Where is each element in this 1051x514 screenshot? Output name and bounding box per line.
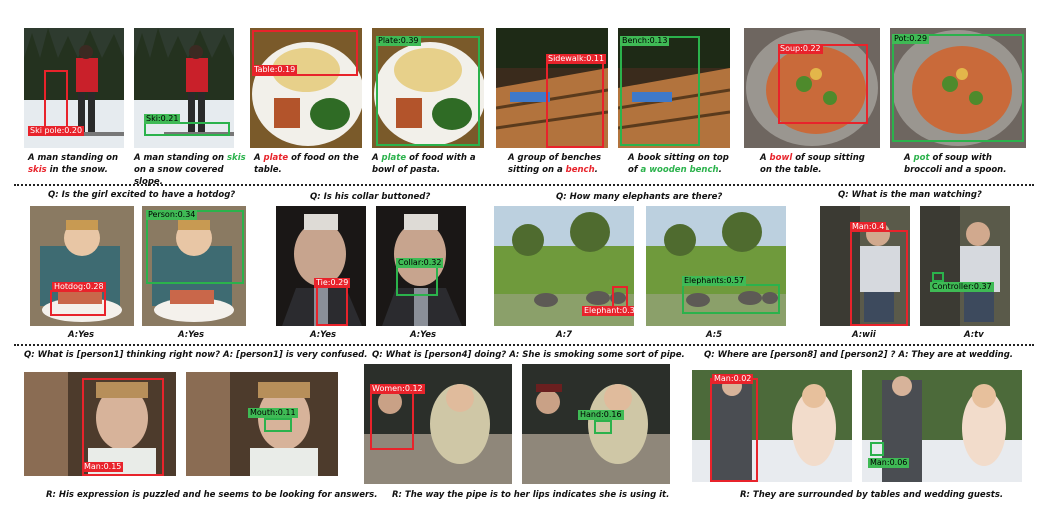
mouth-label: Mouth:0.11 [248,408,298,418]
photo-plate-2: Plate:0.39 [372,28,484,148]
collar-label: Collar:0.32 [396,258,444,268]
photo-confused-2: Mouth:0.11 [186,372,338,476]
photo-bench-1: Sidewalk:0.11 [496,28,608,148]
hotdog-label: Hotdog:0.28 [52,282,106,292]
caption-8: A pot of soup with broccoli and a spoon. [904,153,1007,175]
vqa-answer-3: A:Yes [310,330,337,340]
vqa-answer-7: A:wii [852,330,876,340]
photo-elephants-2: Elephants:0.57 [646,206,786,326]
ski-pole-label: Ski pole:0.20 [28,126,85,136]
photo-wii-1: Man:0.4 [820,206,910,326]
man-wii-label: Man:0.4 [850,222,887,232]
photo-hotdog-2: Person:0.34 [142,206,246,326]
mouth-box [264,418,292,432]
vqa-question-2: Q: Is his collar buttoned? [310,192,431,202]
caption-1: A man standing on skis in the snow. [28,153,119,175]
photo-elephants-1: Elephant:0.36 [494,206,634,326]
pot-box [892,34,1024,142]
vcr-reason-2: R: The way the pipe is to her lips indic… [392,490,670,500]
photo-wedding-1: Man:0.02 [692,370,852,482]
ski-box [144,122,230,136]
photo-pipe-1: Women:0.12 [364,364,512,484]
photo-skier-1: Ski pole:0.20 [24,28,124,148]
table-box [252,30,358,76]
caption-5: A group of benches sitting on a bench. [508,153,602,175]
plate-box [376,36,480,146]
controller-box [932,272,944,282]
plate-label: Plate:0.39 [376,36,421,46]
photo-confused-1: Man:0.15 [24,372,176,476]
man-wii-box [850,230,908,326]
vqa-answer-6: A:5 [706,330,723,340]
bench-label: Bench:0.13 [620,36,670,46]
hotdog-box [50,290,106,316]
photo-collar-1: Tie:0.29 [276,206,366,326]
vqa-answer-1: A:Yes [68,330,95,340]
photo-wedding-2: Man:0.06 [862,370,1022,482]
vqa-answer-2: A:Yes [178,330,205,340]
man-wedding-box [710,378,758,482]
man-wedding2-box [870,442,884,456]
photo-pipe-2: Hand:0.16 [522,364,670,484]
caption-7: A bowl of soup sitting on the table. [760,153,865,175]
caption-6: A book sitting on top of a wooden bench. [628,153,729,175]
vqa-answer-4: A:Yes [410,330,437,340]
soup-box [778,44,868,124]
caption-2: A man standing on skis on a snow covered… [134,153,246,187]
soup-label: Soup:0.22 [778,44,823,54]
pot-label: Pot:0.29 [892,34,930,44]
elephant-label: Elephant:0.36 [582,306,634,316]
sidewalk-box [546,60,604,148]
collar-box [396,264,438,296]
photo-skier-2: Ski:0.21 [134,28,234,148]
sidewalk-label: Sidewalk:0.11 [546,54,607,64]
ski-pole-box [44,70,68,134]
vqa-answer-5: A:7 [556,330,573,340]
photo-wii-2: Controller:0.37 [920,206,1010,326]
vqa-question-4: Q: What is the man watching? [838,190,982,200]
vcr-qa-3: Q: Where are [person8] and [person2] ? A… [704,350,1014,360]
tie-box [316,286,348,326]
person-label: Person:0.34 [146,210,198,220]
caption-3: A plate of food on the table. [254,153,359,175]
photo-bench-2: Bench:0.13 [618,28,730,148]
hand-label: Hand:0.16 [578,410,624,420]
tie-label: Tie:0.29 [314,278,351,288]
man-confused-box [82,378,164,476]
photo-plate-1: Table:0.19 [250,28,362,148]
elephants-box [682,284,780,314]
man-wedding-label: Man:0.02 [712,374,754,384]
vcr-qa-1: Q: What is [person1] thinking right now?… [24,350,368,360]
women-box [370,388,414,450]
controller-label: Controller:0.37 [930,282,994,292]
photo-hotdog-1: Hotdog:0.28 [30,206,134,326]
photo-collar-2: Collar:0.32 [376,206,466,326]
elephants-label: Elephants:0.57 [682,276,747,286]
hand-box [594,420,612,434]
vqa-answer-8: A:tv [964,330,984,340]
bench-box [620,36,700,146]
women-label: Women:0.12 [370,384,425,394]
man-confused-label: Man:0.15 [82,462,124,472]
man-wedding2-label: Man:0.06 [868,458,910,468]
vcr-reason-1: R: His expression is puzzled and he seem… [46,490,378,500]
photo-soup-2: Pot:0.29 [890,28,1026,148]
section-divider-2 [14,344,1034,346]
vcr-qa-2: Q: What is [person4] doing? A: She is sm… [372,350,685,360]
caption-4: A plate of food with a bowl of pasta. [372,153,476,175]
table-label: Table:0.19 [252,65,298,75]
section-divider-1 [14,184,1034,186]
vqa-question-1: Q: Is the girl excited to have a hotdog? [48,190,236,200]
vcr-reason-3: R: They are surrounded by tables and wed… [740,490,1004,500]
photo-soup-1: Soup:0.22 [744,28,880,148]
vqa-question-3: Q: How many elephants are there? [556,192,723,202]
ski-label: Ski:0.21 [144,114,181,124]
person-box [146,210,244,284]
